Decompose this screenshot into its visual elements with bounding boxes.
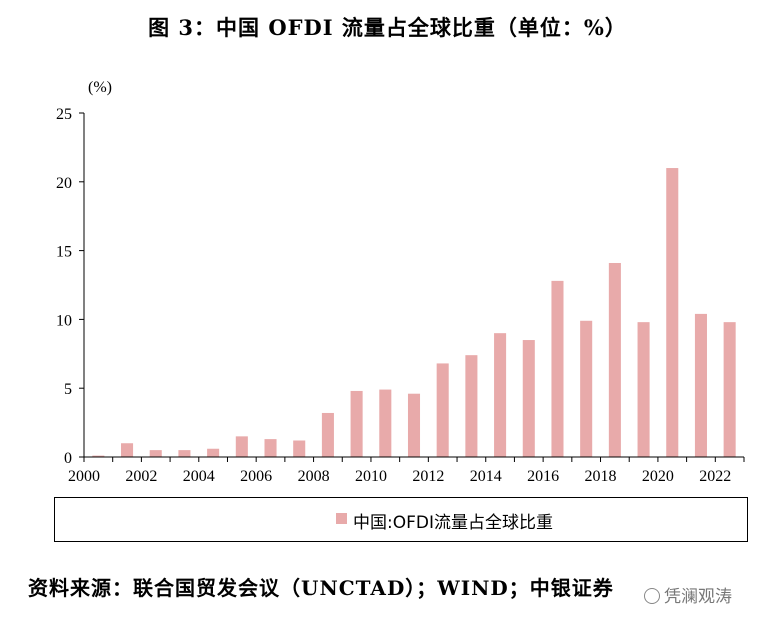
bars-group	[92, 168, 736, 458]
chart-title: 图 3：中国 OFDI 流量占全球比重（单位：%）	[148, 15, 627, 40]
bar-2008	[321, 412, 334, 457]
bar-2005	[235, 436, 248, 457]
y-tick-label-5: 5	[64, 381, 72, 398]
x-tick-label-2006: 2006	[240, 468, 272, 485]
bar-2000	[92, 455, 105, 457]
x-tick-label-2020: 2020	[642, 468, 674, 485]
legend: 中国:OFDI流量占全球比重	[54, 497, 748, 542]
bar-2007	[293, 440, 306, 457]
y-tick-label-15: 15	[56, 244, 72, 261]
bar-2004	[207, 448, 220, 457]
x-tick-label-2004: 2004	[183, 468, 215, 485]
x-tick-label-2014: 2014	[470, 468, 502, 485]
y-tick-label-25: 25	[56, 106, 72, 123]
watermark: 凭澜观涛	[644, 582, 732, 607]
bar-2001	[121, 443, 134, 457]
bar-2015	[522, 340, 535, 457]
x-tick-label-2002: 2002	[125, 468, 157, 485]
bar-2012	[436, 363, 449, 457]
source-note: 资料来源：联合国贸发会议（UNCTAD）；WIND；中银证券	[28, 576, 614, 600]
bar-2010	[379, 389, 392, 457]
watermark-text: 凭澜观涛	[664, 587, 732, 607]
bar-2006	[264, 439, 277, 457]
legend-label: 中国:OFDI流量占全球比重	[353, 513, 553, 533]
bar-2017	[580, 320, 593, 457]
bar-2016	[551, 280, 564, 457]
x-tick-label-2016: 2016	[527, 468, 559, 485]
x-tick-label-2000: 2000	[68, 468, 100, 485]
bar-2014	[494, 333, 507, 457]
x-tick-label-2012: 2012	[412, 468, 444, 485]
x-tick-label-2018: 2018	[585, 468, 617, 485]
bar-2002	[149, 450, 162, 457]
y-tick-label-0: 0	[64, 450, 72, 467]
bar-2022	[723, 322, 736, 457]
bar-2011	[407, 393, 421, 457]
bar-2019	[637, 322, 650, 457]
x-tick-label-2008: 2008	[298, 468, 330, 485]
y-tick-label-10: 10	[56, 312, 72, 329]
bar-2003	[178, 450, 191, 457]
bar-2021	[694, 313, 707, 457]
x-tick-label-2022: 2022	[699, 468, 731, 485]
bar-2020	[666, 168, 679, 458]
y-axis-label: (%)	[88, 79, 112, 96]
bar-2018	[608, 262, 621, 457]
y-tick-label-20: 20	[56, 175, 72, 192]
bar-2009	[350, 390, 363, 457]
x-tick-label-2010: 2010	[355, 468, 387, 485]
bar-2013	[465, 355, 478, 457]
axes-group: 0 5 10 15 20 25 2000 2002 2004 2006 2008 2010 2012 20…	[56, 106, 745, 485]
wechat-icon	[644, 588, 660, 604]
bar-chart: 0 5 10 15 20 25 2000 2002 2004 2006 2008 2010 2012 20…	[56, 79, 745, 485]
legend-swatch	[336, 513, 347, 524]
